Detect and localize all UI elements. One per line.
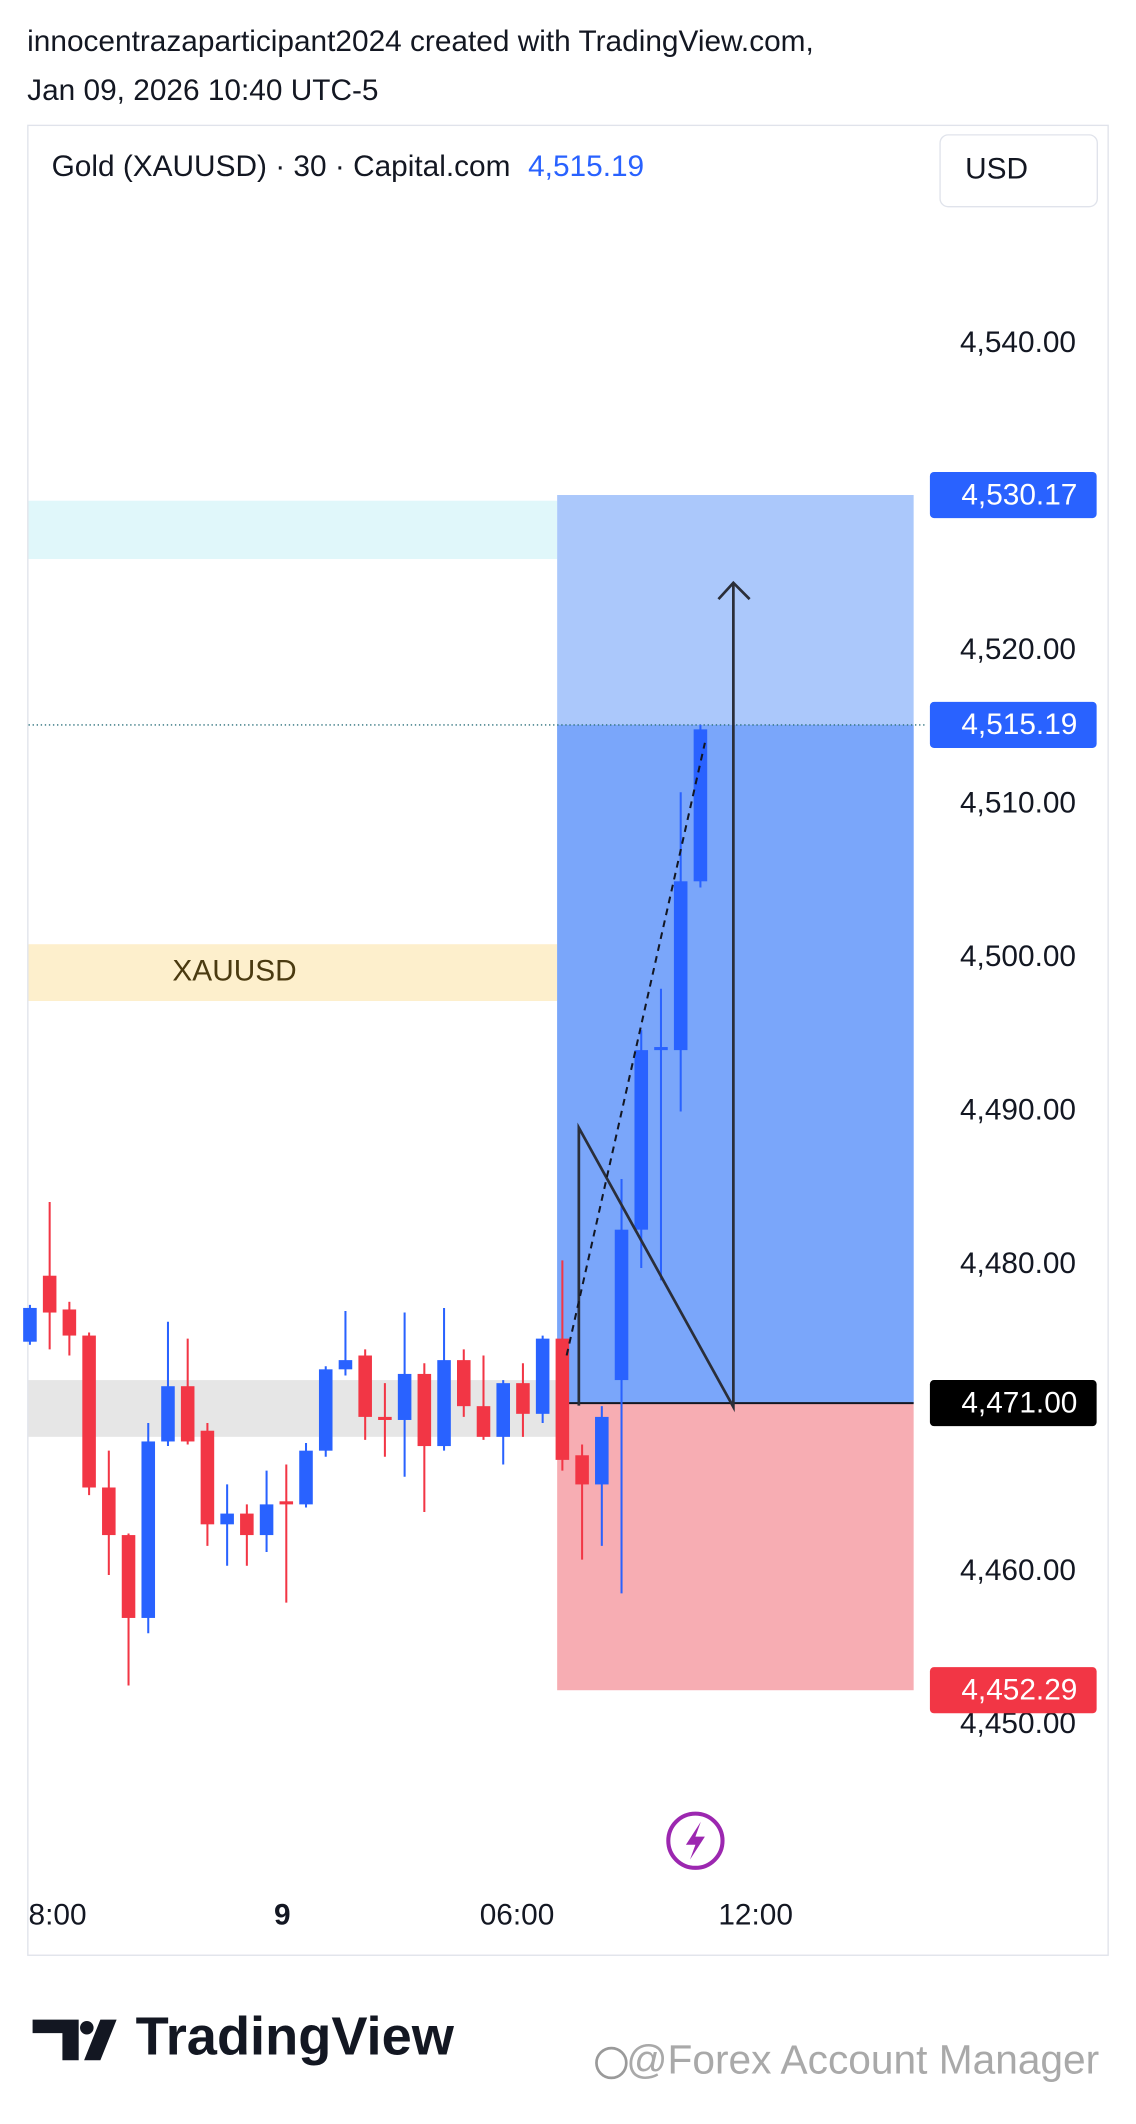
trend-path — [577, 582, 735, 1413]
candle-body — [358, 1355, 372, 1417]
loss-zone — [557, 1403, 914, 1691]
candle-body — [279, 1501, 294, 1505]
candle-body — [555, 1338, 570, 1460]
y-tick-label: 4,490.00 — [960, 1093, 1076, 1126]
candle-body — [614, 1229, 629, 1381]
candle-body — [220, 1513, 234, 1525]
lightning-glyph — [685, 1821, 705, 1860]
x-tick-label: 06:00 — [480, 1898, 555, 1931]
candle-body — [476, 1406, 491, 1437]
candle-body — [299, 1450, 313, 1505]
candle-body — [575, 1455, 589, 1485]
candle-body — [378, 1416, 392, 1420]
candle-body — [42, 1275, 57, 1313]
attribution: innocentrazaparticipant2024 created with… — [27, 25, 814, 58]
candle-body — [62, 1309, 77, 1336]
watermark-icon — [595, 2046, 628, 2080]
candle-body — [200, 1430, 215, 1525]
watermark: @Forex Account Manager — [626, 2037, 1099, 2083]
brand-logo — [32, 2019, 117, 2061]
candle-body — [535, 1338, 550, 1414]
currency-button[interactable] — [939, 134, 1098, 208]
zone — [28, 944, 558, 1002]
candle-body — [634, 1050, 649, 1230]
y-tick-label: 4,460.00 — [960, 1554, 1076, 1587]
price-tag-label: 4,530.17 — [961, 478, 1077, 511]
candle-body — [318, 1369, 333, 1451]
chart-title: Gold (XAUUSD) · 30 · Capital.com — [52, 150, 511, 183]
arrow-head — [717, 580, 751, 601]
candle-body — [121, 1535, 136, 1618]
y-tick-label: 4,500.00 — [960, 940, 1076, 973]
candle-body — [259, 1504, 274, 1536]
candle-body — [654, 1047, 668, 1051]
candle-body — [397, 1373, 412, 1420]
price-tag — [929, 1380, 1097, 1427]
price-tag — [929, 1667, 1097, 1714]
candle-body — [240, 1513, 254, 1536]
price-tag-label: 4,471.00 — [961, 1386, 1077, 1419]
candle-body — [456, 1360, 471, 1407]
candle-body — [141, 1441, 156, 1618]
price-tag — [929, 701, 1097, 748]
y-tick-label: 4,480.00 — [960, 1247, 1076, 1280]
candle-body — [693, 729, 708, 882]
brand-name: TradingView — [136, 2006, 455, 2066]
plot-layer: XAUUSD 4,540.00 4,520.00 4,510.00 4,500.00 4,… — [23, 326, 1097, 1931]
candle-body — [23, 1307, 37, 1342]
candle-body — [161, 1386, 175, 1442]
brand-logo-dot — [80, 2020, 94, 2035]
candle-body — [673, 881, 688, 1051]
candle-body — [437, 1360, 451, 1447]
price-tag — [929, 471, 1097, 519]
zone — [28, 500, 558, 560]
active-profit-zone — [557, 724, 914, 1404]
header-price: 4,515.19 — [528, 150, 644, 183]
y-tick-label: 4,510.00 — [960, 786, 1076, 819]
y-tick-label: 4,520.00 — [960, 633, 1076, 666]
price-tag-label: 4,515.19 — [961, 708, 1077, 741]
currency-label: USD — [965, 153, 1028, 186]
timestamp: Jan 09, 2026 10:40 UTC-5 — [27, 74, 378, 107]
candle-body — [82, 1335, 96, 1488]
candle-body — [338, 1360, 353, 1370]
candle-body — [102, 1487, 116, 1536]
candle-body — [595, 1416, 609, 1485]
zone-label: XAUUSD — [172, 954, 296, 987]
candle-body — [516, 1383, 530, 1414]
price-tag-label: 4,452.29 — [961, 1673, 1077, 1706]
candle-body — [496, 1383, 510, 1437]
candle-body — [180, 1386, 195, 1442]
candle-body — [417, 1373, 432, 1447]
x-tick-label: 8:00 — [29, 1898, 87, 1931]
x-tick-label: 12:00 — [718, 1898, 793, 1931]
y-tick-label: 4,540.00 — [960, 326, 1076, 359]
x-tick-label: 9 — [274, 1898, 291, 1931]
